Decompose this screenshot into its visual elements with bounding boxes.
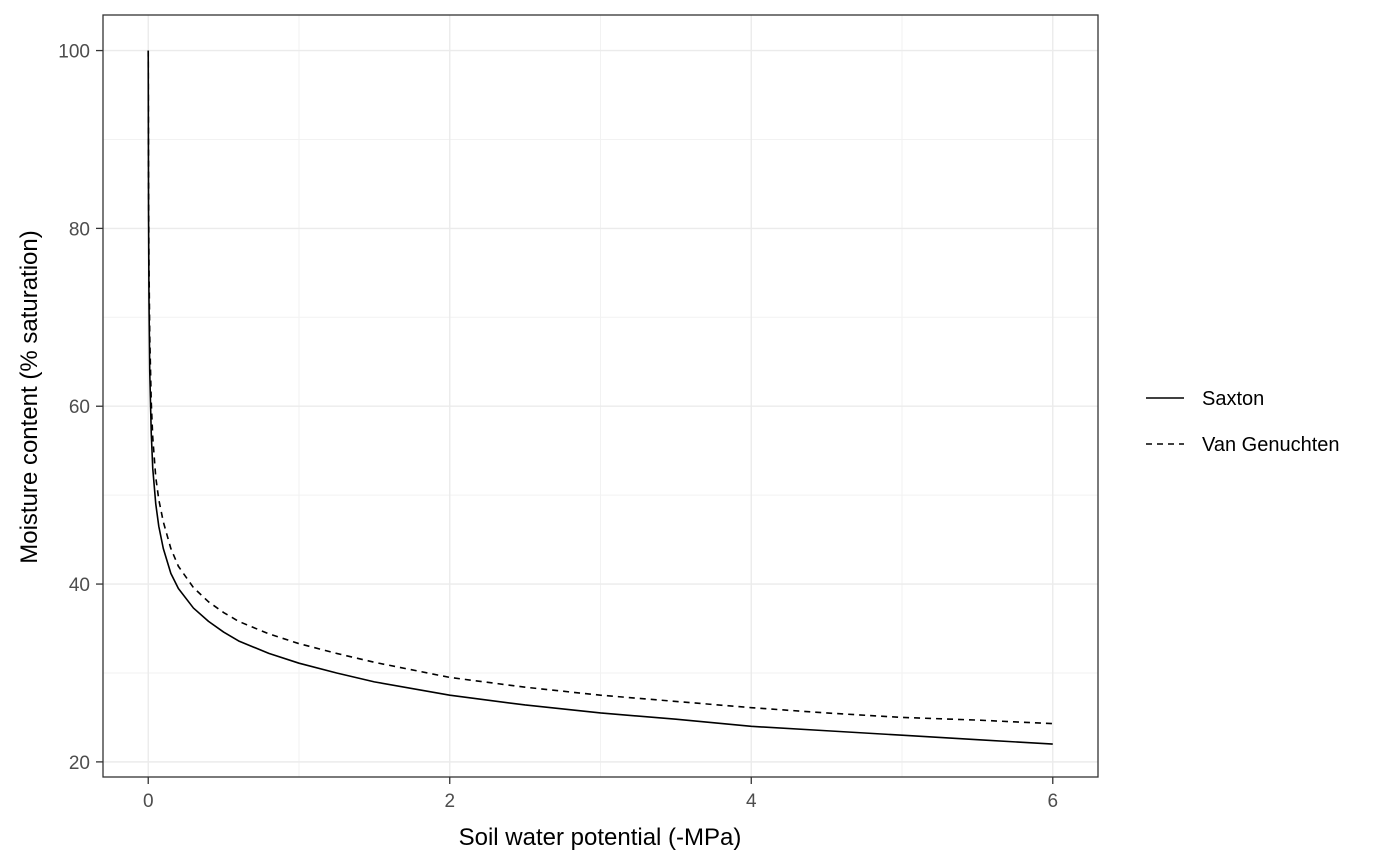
y-tick-label: 80: [69, 219, 90, 240]
y-tick-label: 100: [58, 42, 90, 63]
plot-border: [102, 14, 1099, 778]
x-tick-label: 4: [746, 791, 757, 812]
x-axis-ticks: 0 2 4 6: [143, 777, 1058, 812]
grid-minor: [103, 15, 1098, 777]
x-tick-label: 0: [143, 791, 154, 812]
legend: Saxton Van Genuchten: [1146, 388, 1340, 456]
x-axis-title: Soil water potential (-MPa): [459, 824, 742, 851]
y-tick-label: 40: [69, 575, 90, 596]
y-tick-label: 60: [69, 397, 90, 418]
series-layer: [147, 50, 1053, 745]
x-tick-label: 6: [1047, 791, 1058, 812]
x-tick-label: 2: [444, 791, 455, 812]
y-axis-title: Moisture content (% saturation): [16, 230, 43, 563]
legend-van-genuchten-label: Van Genuchten: [1202, 434, 1340, 456]
y-axis-ticks: 20 40 60 80 100: [58, 42, 103, 774]
legend-saxton-label: Saxton: [1202, 388, 1264, 410]
series-line-saxton: [147, 50, 1053, 745]
y-tick-label: 20: [69, 753, 90, 774]
